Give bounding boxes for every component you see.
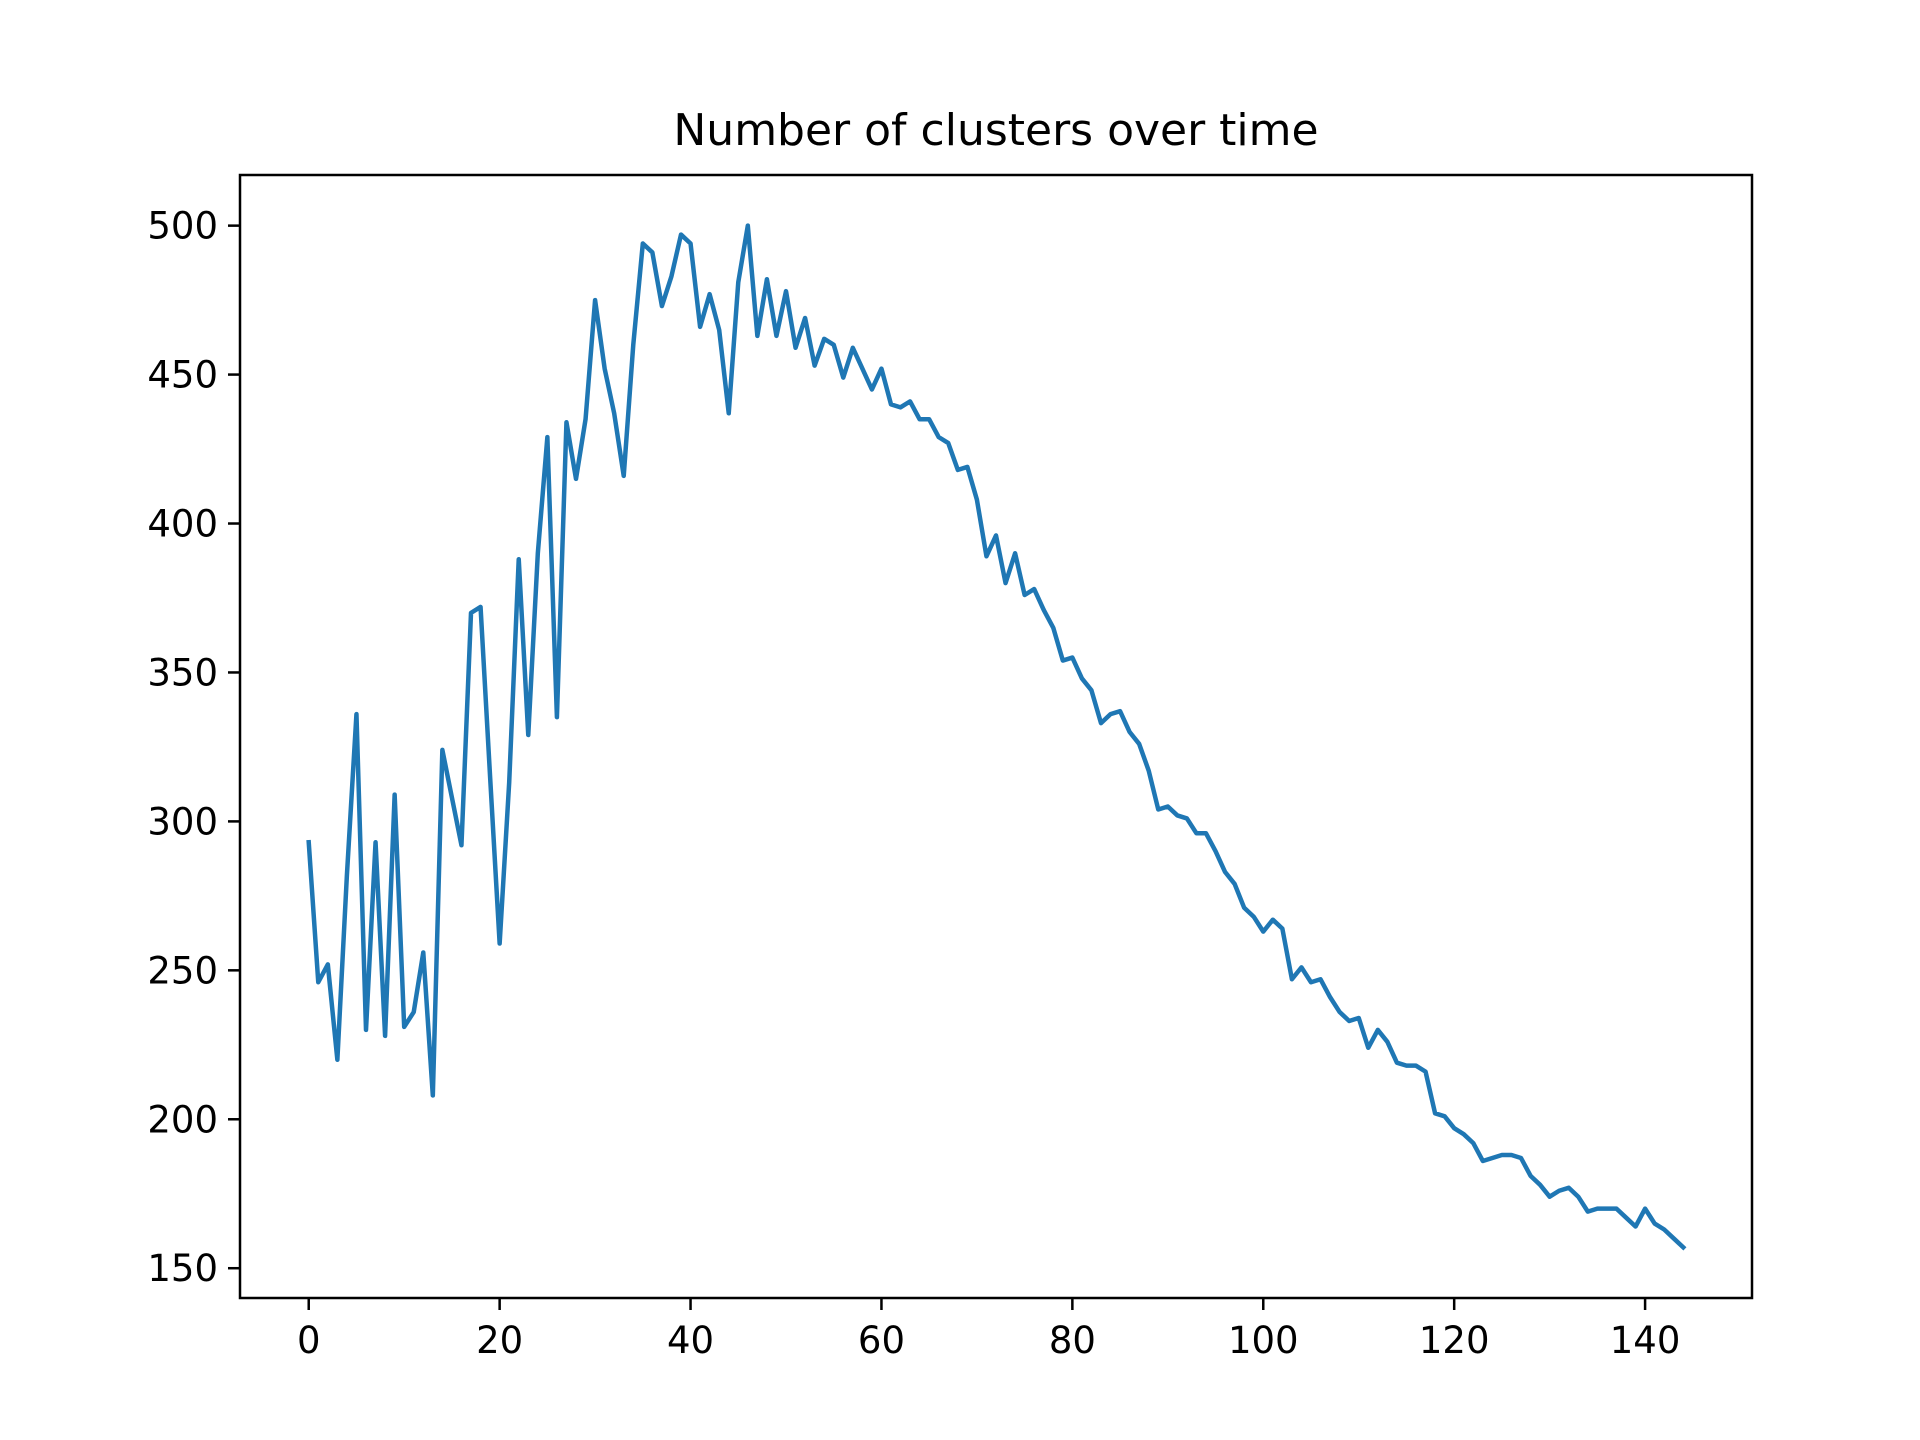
y-tick-label: 300 xyxy=(147,800,218,843)
axes-frame xyxy=(238,173,1754,1300)
x-axis: 0 20 40 60 80 100 120 140 xyxy=(297,1298,1680,1362)
y-tick-label: 200 xyxy=(147,1098,218,1141)
series-line-clusters xyxy=(306,223,1687,1251)
x-tick-label: 100 xyxy=(1228,1319,1299,1362)
x-tick-label: 140 xyxy=(1610,1319,1681,1362)
y-axis: 150 200 250 300 350 400 450 500 xyxy=(147,205,240,1290)
y-tick-label: 350 xyxy=(147,651,218,694)
y-tick-label: 500 xyxy=(147,205,218,248)
chart-title: Number of clusters over time xyxy=(673,105,1318,156)
x-tick-label: 120 xyxy=(1419,1319,1490,1362)
x-tick-label: 20 xyxy=(476,1319,523,1362)
x-tick-label: 80 xyxy=(1049,1319,1096,1362)
x-tick-label: 60 xyxy=(858,1319,905,1362)
x-tick-label: 40 xyxy=(667,1319,714,1362)
y-tick-label: 250 xyxy=(147,949,218,992)
plot-area xyxy=(306,223,1687,1251)
x-tick-label: 0 xyxy=(297,1319,321,1362)
y-tick-label: 450 xyxy=(147,354,218,397)
y-tick-label: 400 xyxy=(147,503,218,546)
y-tick-label: 150 xyxy=(147,1247,218,1290)
